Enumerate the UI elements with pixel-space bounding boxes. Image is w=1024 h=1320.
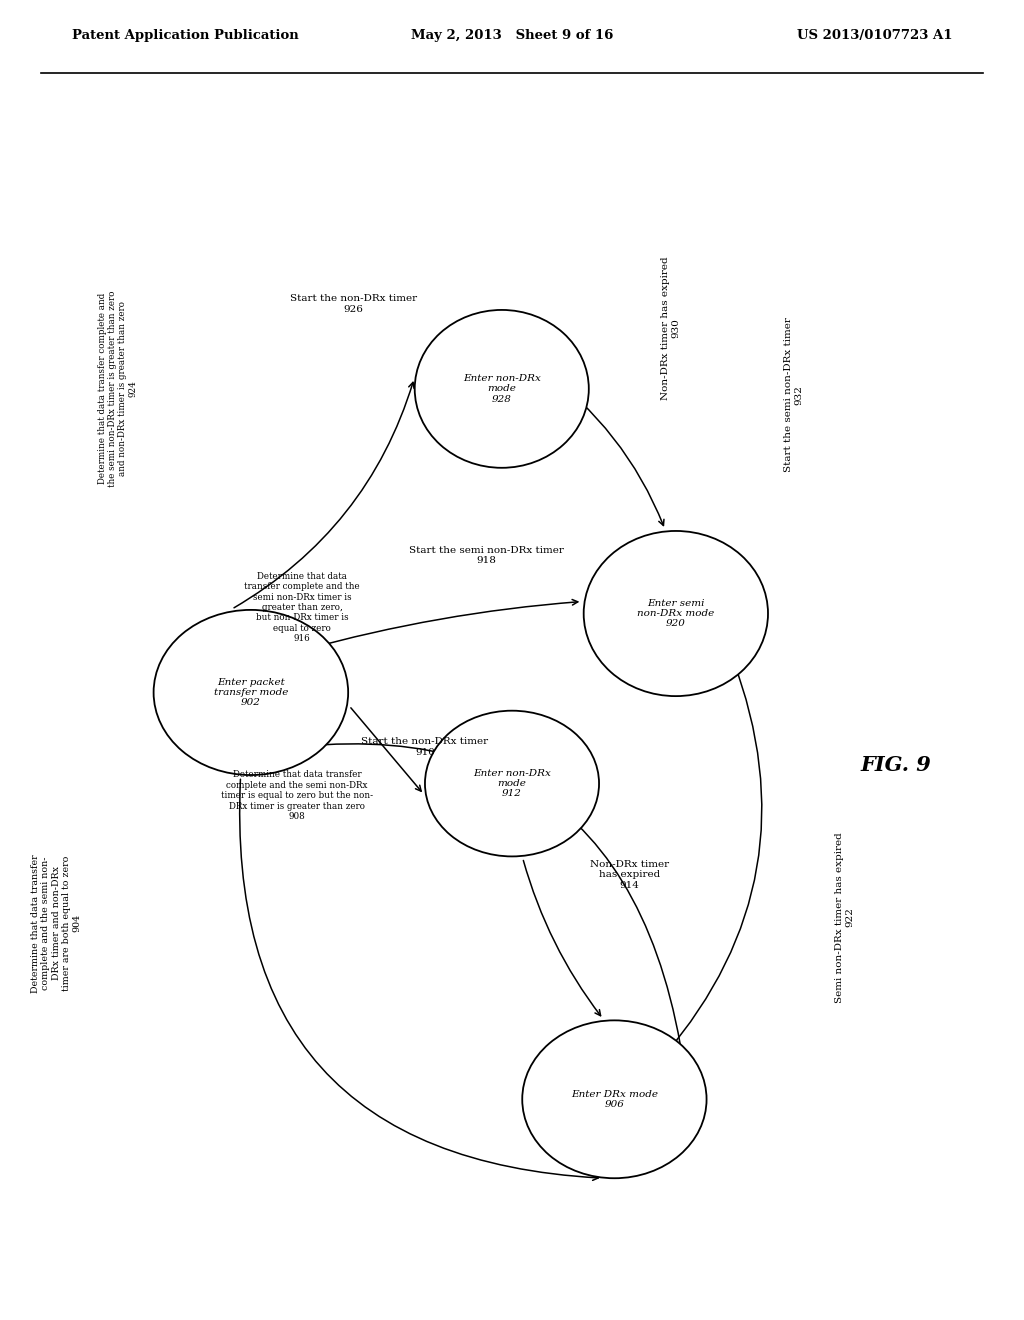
Ellipse shape [425, 710, 599, 857]
Text: Enter DRx mode
906: Enter DRx mode 906 [571, 1089, 657, 1109]
Text: Enter packet
transfer mode
902: Enter packet transfer mode 902 [214, 677, 288, 708]
Text: Determine that data transfer
complete and the semi non-DRx
timer is equal to zer: Determine that data transfer complete an… [221, 771, 373, 821]
Text: Start the non-DRx timer
910: Start the non-DRx timer 910 [361, 738, 488, 756]
Text: US 2013/0107723 A1: US 2013/0107723 A1 [797, 29, 952, 42]
Text: Start the semi non-DRx timer
918: Start the semi non-DRx timer 918 [409, 545, 564, 565]
Text: Determine that data
transfer complete and the
semi non-DRx timer is
greater than: Determine that data transfer complete an… [245, 572, 359, 643]
Text: Enter non-DRx
mode
928: Enter non-DRx mode 928 [463, 374, 541, 404]
Text: Determine that data transfer complete and
the semi non-DRx timer is greater than: Determine that data transfer complete an… [97, 290, 138, 487]
Text: Determine that data transfer
complete and the semi non-
DRx timer and non-DRx
ti: Determine that data transfer complete an… [31, 854, 82, 993]
Text: Patent Application Publication: Patent Application Publication [72, 29, 298, 42]
Text: Enter non-DRx
mode
912: Enter non-DRx mode 912 [473, 768, 551, 799]
Text: May 2, 2013   Sheet 9 of 16: May 2, 2013 Sheet 9 of 16 [411, 29, 613, 42]
Text: Non-DRx timer has expired
930: Non-DRx timer has expired 930 [662, 256, 680, 400]
Ellipse shape [415, 310, 589, 467]
Text: Semi non-DRx timer has expired
922: Semi non-DRx timer has expired 922 [836, 832, 854, 1002]
Ellipse shape [584, 531, 768, 696]
Text: Non-DRx timer
has expired
914: Non-DRx timer has expired 914 [590, 859, 670, 890]
Text: Enter semi
non-DRx mode
920: Enter semi non-DRx mode 920 [637, 599, 715, 628]
Ellipse shape [154, 610, 348, 775]
Text: Start the non-DRx timer
926: Start the non-DRx timer 926 [290, 294, 417, 314]
Ellipse shape [522, 1020, 707, 1179]
Text: FIG. 9: FIG. 9 [860, 755, 932, 775]
Text: Start the semi non-DRx timer
932: Start the semi non-DRx timer 932 [784, 318, 803, 473]
